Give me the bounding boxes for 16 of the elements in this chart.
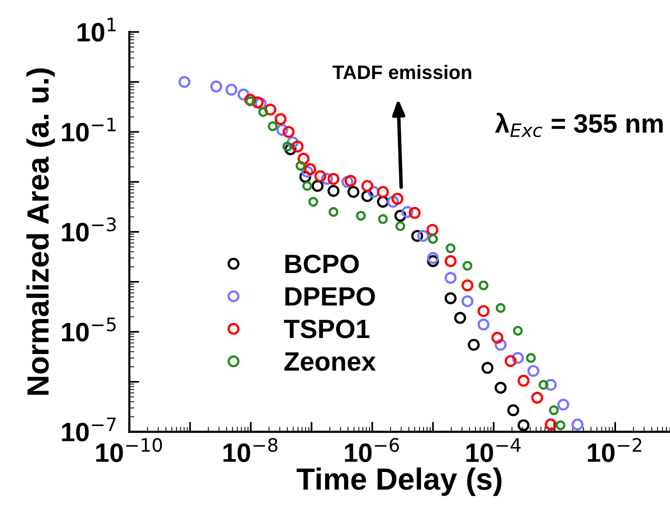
y-tick-label: 10$^{−3}$ (62, 217, 116, 242)
legend-label: DPEPO (285, 287, 375, 306)
x-tick-label: 10$^{−8}$ (224, 438, 278, 462)
x-tick-label: 10$^{−2}$ (588, 438, 642, 462)
annotation: TADF emission (332, 64, 472, 80)
legend-label: BCPO (285, 254, 359, 274)
annotation: λ$_{Exc}$ = 355 nm (495, 112, 663, 138)
x-tick-label: 10$^{−4}$ (466, 438, 521, 462)
y-tick-label: 10$^{−5}$ (62, 318, 116, 342)
y-tick-label: 10$^{1}$ (78, 18, 116, 42)
y-tick-label: 10$^{−1}$ (62, 118, 116, 142)
y-axis-title: Normalized Area (a. u.) (26, 68, 55, 395)
x-tick-label: 10$^{−6}$ (345, 438, 400, 462)
x-axis-title: Time Delay (s) (296, 467, 502, 496)
legend-label: TSPO1 (284, 320, 370, 338)
legend-label: Zeonex (284, 352, 376, 371)
